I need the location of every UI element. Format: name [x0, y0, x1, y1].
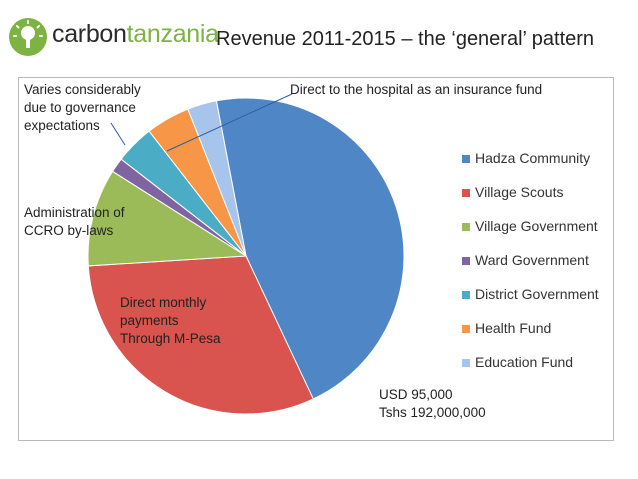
annotation-total-tshs: Tshs 192,000,000: [379, 405, 486, 420]
annotation-village-scouts: Direct monthly payments Through M-Pesa: [120, 294, 221, 348]
logo-wordmark-accent: tanzania: [126, 20, 219, 48]
annotation-total-usd: USD 95,000: [379, 387, 453, 402]
annotation-district-line-2: due to governance: [24, 100, 136, 115]
legend-label: Village Scouts: [475, 184, 564, 200]
leader-line-health: [166, 93, 293, 152]
legend-label: Health Fund: [475, 320, 552, 336]
legend-label: Ward Government: [475, 252, 589, 268]
logo-wordmark-prefix: carbon: [52, 20, 127, 48]
pie-slice-village-government: [87, 170, 248, 267]
annotation-district-line-1: Varies considerably: [24, 82, 141, 97]
legend-swatch: [462, 223, 470, 231]
annotation-scouts-line-3: Through M-Pesa: [120, 331, 221, 346]
legend-swatch: [462, 257, 470, 265]
annotation-scouts-line-1: Direct monthly: [120, 295, 207, 310]
annotation-health-line-1: Direct to the hospital as an insurance f…: [290, 82, 543, 97]
legend-label: District Government: [475, 286, 599, 302]
legend-label: Education Fund: [475, 354, 574, 370]
carbon-tanzania-logo: [6, 12, 196, 62]
annotation-scouts-line-2: payments: [120, 313, 179, 328]
annotation-district: Varies considerably due to governance ex…: [24, 81, 141, 135]
annotation-village-government: Administration of CCRO by-laws: [24, 204, 125, 240]
annotation-district-line-3: expectations: [24, 118, 100, 133]
legend-swatch: [462, 291, 470, 299]
logo-wordmark: carbontanzania: [52, 20, 219, 49]
legend-swatch: [462, 189, 470, 197]
annotation-total: USD 95,000 Tshs 192,000,000: [379, 386, 486, 422]
legend-swatch: [462, 359, 470, 367]
pie-chart: [87, 93, 405, 415]
legend-label: Village Government: [475, 218, 598, 234]
logo-tree-icon: [9, 18, 47, 56]
legend-label: Hadza Community: [475, 150, 591, 166]
annotation-village-gov-line-1: Administration of: [24, 205, 125, 220]
pie-slice-education-fund: [187, 100, 247, 257]
pie-slice-hadza-community: [215, 97, 405, 400]
annotation-village-gov-line-2: CCRO by-laws: [24, 223, 114, 238]
pie-slice-village-scouts: [87, 255, 314, 415]
annotation-health: Direct to the hospital as an insurance f…: [290, 81, 542, 99]
chart-frame: Hadza Community Village Scouts Village Gov…: [18, 77, 614, 441]
page-title: Revenue 2011-2015 – the ‘general’ patter…: [216, 28, 595, 50]
legend-swatch: [462, 325, 470, 333]
legend-swatch: [462, 155, 470, 163]
leader-line-district: [110, 122, 126, 146]
